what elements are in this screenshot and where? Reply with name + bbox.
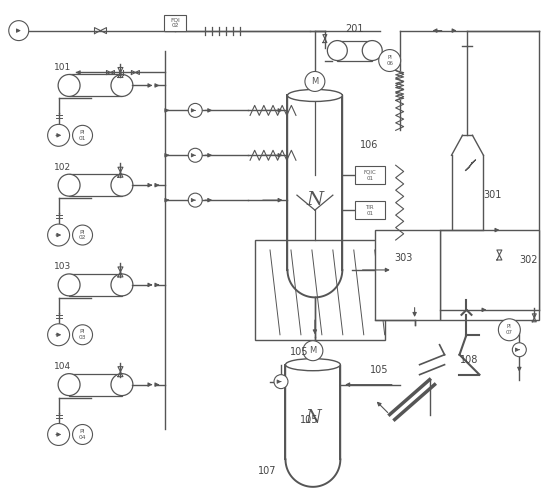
Ellipse shape: [111, 74, 133, 96]
Circle shape: [379, 49, 401, 71]
Ellipse shape: [111, 174, 133, 196]
Ellipse shape: [286, 359, 340, 371]
Ellipse shape: [58, 74, 80, 96]
Circle shape: [47, 224, 70, 246]
Text: PI
07: PI 07: [506, 324, 513, 335]
Text: 201: 201: [345, 23, 364, 33]
Text: 104: 104: [54, 362, 71, 371]
Text: PI
02: PI 02: [79, 230, 86, 241]
Bar: [69, 374, 122, 396]
Circle shape: [188, 103, 202, 117]
Text: 105: 105: [290, 347, 309, 357]
Text: M: M: [311, 77, 319, 86]
Text: N: N: [306, 191, 324, 209]
Circle shape: [47, 124, 70, 146]
Circle shape: [303, 341, 323, 361]
Bar: [397, 250, 432, 275]
Text: 101: 101: [54, 63, 71, 72]
Bar: [375, 230, 440, 320]
Text: PI
04: PI 04: [79, 429, 86, 440]
Ellipse shape: [328, 40, 347, 60]
Text: FQI
02: FQI 02: [170, 17, 180, 28]
Circle shape: [73, 425, 93, 445]
Ellipse shape: [58, 174, 80, 196]
Circle shape: [274, 375, 288, 389]
Circle shape: [305, 71, 325, 91]
Text: 301: 301: [483, 190, 502, 200]
Text: PI
01: PI 01: [79, 130, 86, 141]
Text: PI
03: PI 03: [79, 329, 86, 340]
Text: 103: 103: [54, 262, 71, 271]
Bar: [69, 174, 122, 196]
Text: 105: 105: [300, 415, 319, 425]
Ellipse shape: [287, 89, 342, 101]
Bar: [255, 240, 384, 340]
Bar: [164, 14, 186, 30]
Circle shape: [498, 319, 520, 341]
Circle shape: [47, 424, 70, 446]
Text: 106: 106: [360, 140, 378, 150]
Bar: [355, 166, 384, 184]
Bar: [338, 40, 372, 60]
Text: 302: 302: [519, 255, 538, 265]
Ellipse shape: [111, 374, 133, 396]
Text: M: M: [309, 346, 316, 355]
Circle shape: [73, 125, 93, 145]
Text: TIR
01: TIR 01: [365, 205, 374, 216]
Circle shape: [73, 225, 93, 245]
Bar: [69, 74, 122, 96]
Text: N: N: [305, 409, 321, 427]
Text: PI
06: PI 06: [386, 55, 393, 66]
Text: 105: 105: [370, 365, 388, 375]
Text: 108: 108: [459, 355, 478, 365]
Circle shape: [188, 148, 202, 162]
Circle shape: [73, 325, 93, 345]
Text: 102: 102: [54, 163, 71, 172]
Circle shape: [9, 20, 28, 40]
Bar: [440, 230, 539, 320]
Circle shape: [188, 193, 202, 207]
Ellipse shape: [58, 374, 80, 396]
Circle shape: [47, 324, 70, 346]
Bar: [69, 274, 122, 296]
Ellipse shape: [362, 40, 382, 60]
Text: 303: 303: [395, 253, 413, 263]
Ellipse shape: [58, 274, 80, 296]
Bar: [355, 201, 384, 219]
Circle shape: [512, 343, 526, 357]
Text: 107: 107: [258, 467, 277, 477]
Ellipse shape: [111, 274, 133, 296]
Text: FQIC
01: FQIC 01: [363, 170, 376, 181]
